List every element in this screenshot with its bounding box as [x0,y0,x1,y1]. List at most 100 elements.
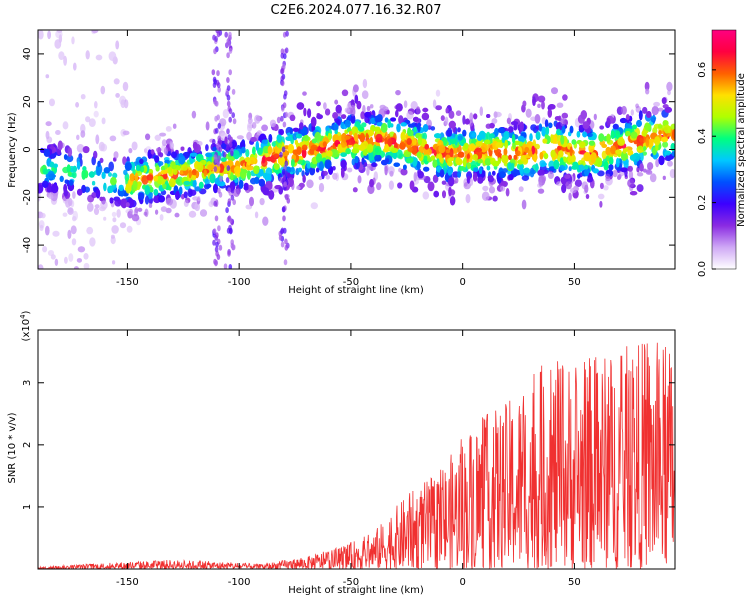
spectrogram-cell [406,157,414,163]
spectrogram-cell [183,180,191,186]
spectrogram-cell [606,117,611,127]
spectrogram-cell [493,111,498,119]
spectrogram-cell [322,141,327,148]
spectrogram-cell [240,146,246,154]
spectrogram-cell [50,143,54,151]
spectrogram-cell [628,170,634,180]
spectrogram-cell [174,212,180,218]
spectrogram-cell [165,207,172,214]
spectrogram-cell [164,163,168,170]
spectrogram-cell [491,118,498,124]
spectrogram-cell [125,202,130,208]
spectrogram-cell [606,133,611,143]
spectrogram-cell [588,144,595,153]
spectrogram-cell [635,103,639,109]
spectrogram-cell [245,204,253,210]
spectrogram-cell [413,126,417,133]
spectrogram-cell [353,132,358,142]
spectrogram-cell [98,141,105,152]
spectrogram-cell [145,133,151,141]
spectrogram-cell [547,108,552,118]
spectrogram-cell [198,181,204,189]
spectrogram-cell [215,142,220,149]
spectrogram-cell [113,78,120,85]
spectrogram-cell [214,215,219,222]
spectrogram-cell [243,182,249,189]
spectrogram-cell [435,105,442,111]
spectrogram-cell [230,194,235,201]
spectrogram-cell [486,131,491,140]
spectrogram-cell [637,145,644,150]
spectrogram-cell [612,170,618,178]
spectrogram-cell [550,134,554,144]
spectrogram-cell [435,89,441,97]
spectrogram-cell [290,166,295,173]
spectrogram-cell [93,110,99,118]
spectrogram-cell [310,144,318,151]
spectrogram-cell [341,114,347,119]
spectrogram-cell [213,78,217,85]
spectrogram-cell [387,119,392,129]
spectrogram-cell [561,125,566,134]
spectrogram-cell [95,188,101,199]
spectrogram-cell [227,198,232,205]
spectrogram-cell [505,188,510,197]
spectrogram-cell [658,155,665,166]
spectrogram-cell [504,139,508,150]
spectrogram-cell [126,225,133,233]
spectrogram-cell [38,264,44,269]
spectrogram-cell [353,84,359,93]
spectrogram-cell [216,70,220,77]
spectrogram-cell [386,109,390,115]
spectrogram-cell [423,166,430,172]
spectrogram-cell [277,156,286,166]
spectrogram-cell [209,173,216,184]
spectrogram-cell [539,152,544,160]
spectrogram-cell [72,191,76,199]
spectrogram-cell [63,154,68,160]
spectrogram-cell [67,207,74,215]
spectrogram-cell [621,105,627,115]
spectrogram-cell [262,216,269,226]
spectrogram-cell [380,123,388,133]
spectrogram-cell [258,178,265,187]
spectrogram-cell [538,174,547,183]
spectrogram-cell [171,151,178,159]
spectrogram-x-tick-label: -50 [343,277,359,288]
spectrogram-cell [633,159,638,166]
spectrogram-cell [406,138,412,145]
spectrogram-cell [467,162,471,170]
spectrogram-cell [438,144,446,154]
spectrogram-cell [244,157,251,163]
spectrogram-cell [281,168,286,175]
spectrogram-cell [191,110,197,119]
spectrogram-cell [325,108,331,116]
spectrogram-cell [282,121,287,128]
spectrogram-cell [122,156,127,166]
spectrogram-cell [158,195,165,203]
spectrogram-cell [326,150,333,157]
spectrogram-cell [571,165,578,170]
spectrogram-cell [548,104,556,110]
spectrogram-cell [497,157,502,164]
spectrogram-cell [110,177,117,186]
spectrogram-cell [445,149,451,154]
spectrogram-cell [544,119,549,128]
spectrogram-cell [610,130,615,140]
spectrogram-cell [395,149,403,159]
spectrogram-cell [368,151,374,162]
spectrogram-cell [547,171,554,179]
spectrogram-cell [112,260,116,265]
spectrogram-cell [615,149,622,155]
spectrogram-cell [627,178,635,188]
spectrogram-cell [647,162,654,171]
spectrogram-cell [661,97,667,105]
spectrogram-cell [191,169,197,176]
spectrogram-x-ticks: -150 -100 -50 0 50 [116,30,581,288]
spectrogram-cell [471,132,476,138]
spectrogram-cell [432,159,438,168]
spectrogram-cell [366,105,371,112]
spectrogram-cell [395,90,401,96]
spectrogram-cell [254,211,259,219]
spectrogram-cell [103,216,107,221]
